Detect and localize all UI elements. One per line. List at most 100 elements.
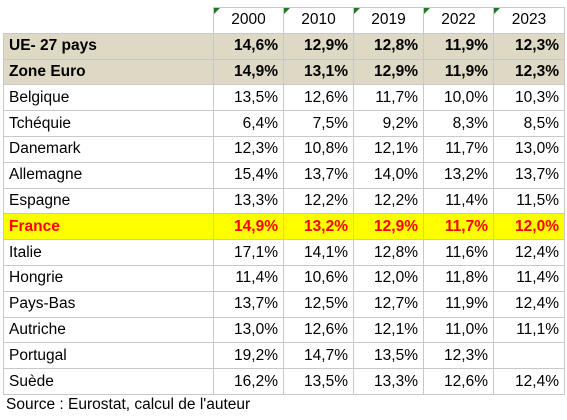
value-cell[interactable]: 13,0% — [213, 316, 284, 344]
value-cell[interactable]: 12,9% — [353, 213, 424, 241]
row-label-cell[interactable]: Portugal — [3, 342, 214, 370]
value-cell[interactable]: 13,2% — [283, 213, 354, 241]
column-header-2022[interactable]: 2022 — [423, 7, 494, 34]
value-cell[interactable]: 13,7% — [493, 161, 565, 189]
value-cell[interactable]: 8,5% — [493, 110, 565, 137]
value-cell[interactable]: 13,5% — [353, 342, 424, 370]
value-cell[interactable]: 11,9% — [423, 58, 494, 86]
value-cell[interactable]: 11,7% — [423, 135, 494, 163]
value-cell[interactable]: 12,0% — [353, 264, 424, 292]
row-label-cell[interactable]: France — [3, 213, 214, 241]
value-cell[interactable]: 6,4% — [213, 110, 284, 137]
row-label-cell[interactable]: Belgique — [3, 84, 214, 112]
row-label-cell[interactable]: Tchéquie — [3, 110, 214, 137]
value-cell[interactable]: 8,3% — [423, 110, 494, 137]
value-cell[interactable]: 14,6% — [213, 32, 284, 60]
row-label-cell[interactable]: Pays-Bas — [3, 290, 214, 318]
value-cell[interactable]: 13,1% — [283, 58, 354, 86]
column-header-2019[interactable]: 2019 — [353, 7, 424, 34]
value-cell[interactable]: 14,0% — [353, 161, 424, 189]
value-cell[interactable]: 11,4% — [213, 264, 284, 292]
row-label-cell[interactable]: Suède — [3, 368, 214, 395]
value-cell[interactable]: 10,3% — [493, 84, 565, 112]
row-label-cell[interactable]: Allemagne — [3, 161, 214, 189]
row-label-cell[interactable]: Danemark — [3, 135, 214, 163]
corner-cell[interactable] — [3, 7, 214, 34]
value-cell[interactable]: 11,7% — [423, 213, 494, 241]
value-cell[interactable]: 11,8% — [423, 264, 494, 292]
value-cell[interactable]: 13,7% — [283, 161, 354, 189]
value-cell[interactable]: 12,1% — [353, 316, 424, 344]
value-cell[interactable]: 11,0% — [423, 316, 494, 344]
data-table: 2000 2010 2019 2022 2023 UE- 27 pays 14,6… — [3, 7, 565, 395]
value-cell[interactable]: 12,8% — [353, 239, 424, 266]
value-cell[interactable]: 12,5% — [283, 290, 354, 318]
value-cell[interactable]: 10,8% — [283, 135, 354, 163]
value-cell[interactable]: 9,2% — [353, 110, 424, 137]
value-cell[interactable]: 12,2% — [283, 187, 354, 215]
value-cell[interactable]: 12,4% — [493, 368, 565, 395]
row-label-cell[interactable]: Zone Euro — [3, 58, 214, 86]
table-row: Italie 17,1% 14,1% 12,8% 11,6% 12,4% — [3, 239, 565, 266]
value-cell[interactable]: 11,4% — [423, 187, 494, 215]
column-header-2000[interactable]: 2000 — [213, 7, 284, 34]
value-cell[interactable]: 12,8% — [353, 32, 424, 60]
value-cell[interactable]: 12,2% — [353, 187, 424, 215]
value-cell[interactable]: 11,9% — [423, 290, 494, 318]
value-cell[interactable]: 17,1% — [213, 239, 284, 266]
row-label-cell[interactable]: Italie — [3, 239, 214, 266]
value-cell[interactable]: 14,9% — [213, 213, 284, 241]
table-row: Tchéquie 6,4% 7,5% 9,2% 8,3% 8,5% — [3, 110, 565, 137]
value-cell[interactable]: 10,6% — [283, 264, 354, 292]
value-cell[interactable]: 16,2% — [213, 368, 284, 395]
value-cell[interactable]: 12,6% — [283, 84, 354, 112]
value-cell[interactable]: 13,5% — [283, 368, 354, 395]
row-label-cell[interactable]: Autriche — [3, 316, 214, 344]
table-row: UE- 27 pays 14,6% 12,9% 12,8% 11,9% 12,3% — [3, 32, 565, 60]
value-cell[interactable]: 12,7% — [353, 290, 424, 318]
value-cell[interactable]: 10,0% — [423, 84, 494, 112]
value-cell[interactable]: 13,2% — [423, 161, 494, 189]
value-cell[interactable]: 13,3% — [213, 187, 284, 215]
value-cell[interactable]: 13,5% — [213, 84, 284, 112]
value-cell[interactable]: 11,7% — [353, 84, 424, 112]
row-label-cell[interactable]: Espagne — [3, 187, 214, 215]
column-header-2023[interactable]: 2023 — [493, 7, 565, 34]
value-cell[interactable]: 11,9% — [423, 32, 494, 60]
column-header-2010[interactable]: 2010 — [283, 7, 354, 34]
source-note[interactable]: Source : Eurostat, calcul de l'auteur — [6, 396, 251, 413]
value-cell[interactable]: 12,9% — [283, 32, 354, 60]
value-cell[interactable]: 14,7% — [283, 342, 354, 370]
value-cell[interactable]: 12,6% — [423, 368, 494, 395]
value-cell[interactable]: 12,9% — [353, 58, 424, 86]
value-cell[interactable]: 12,4% — [493, 290, 565, 318]
row-label-cell[interactable]: UE- 27 pays — [3, 32, 214, 60]
value-cell[interactable] — [493, 342, 565, 370]
value-cell[interactable]: 12,3% — [213, 135, 284, 163]
value-cell[interactable]: 12,6% — [283, 316, 354, 344]
row-label-cell[interactable]: Hongrie — [3, 264, 214, 292]
comment-marker-icon — [354, 8, 360, 14]
value-cell[interactable]: 11,4% — [493, 264, 565, 292]
value-cell[interactable]: 12,4% — [493, 239, 565, 266]
comment-marker-icon — [494, 8, 500, 14]
value-cell[interactable]: 12,3% — [493, 32, 565, 60]
value-cell[interactable]: 15,4% — [213, 161, 284, 189]
value-cell[interactable]: 19,2% — [213, 342, 284, 370]
value-cell[interactable]: 13,0% — [493, 135, 565, 163]
value-cell[interactable]: 13,7% — [213, 290, 284, 318]
value-cell[interactable]: 14,9% — [213, 58, 284, 86]
value-cell[interactable]: 11,1% — [493, 316, 565, 344]
table-row: Suède 16,2% 13,5% 13,3% 12,6% 12,4% — [3, 368, 565, 395]
column-header-label: 2019 — [371, 11, 406, 29]
value-cell[interactable]: 12,1% — [353, 135, 424, 163]
value-cell[interactable]: 11,5% — [493, 187, 565, 215]
table-row: Belgique 13,5% 12,6% 11,7% 10,0% 10,3% — [3, 84, 565, 112]
value-cell[interactable]: 13,3% — [353, 368, 424, 395]
value-cell[interactable]: 7,5% — [283, 110, 354, 137]
value-cell[interactable]: 12,0% — [493, 213, 565, 241]
value-cell[interactable]: 12,3% — [423, 342, 494, 370]
value-cell[interactable]: 12,3% — [493, 58, 565, 86]
value-cell[interactable]: 11,6% — [423, 239, 494, 266]
value-cell[interactable]: 14,1% — [283, 239, 354, 266]
